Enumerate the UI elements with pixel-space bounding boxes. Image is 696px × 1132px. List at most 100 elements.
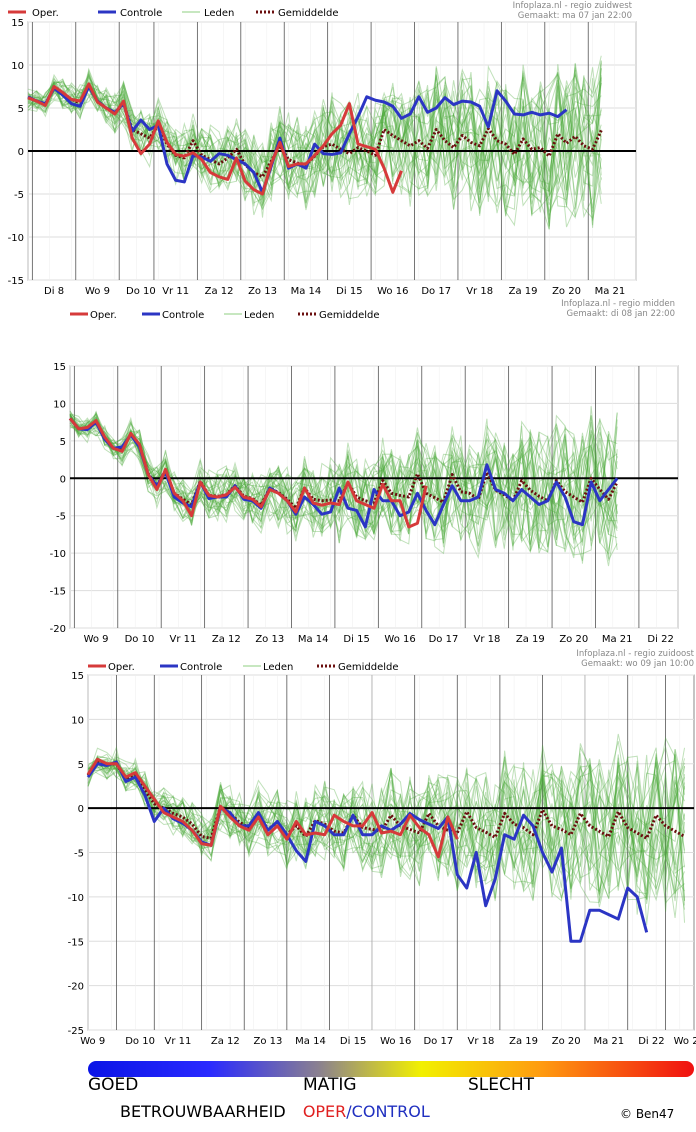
made-label: Gemaakt: ma 07 jan 22:00 xyxy=(518,11,632,21)
y-tick-label: -20 xyxy=(68,982,84,993)
x-tick-label: Vr 11 xyxy=(162,286,189,297)
source-label: Infoplaza.nl - regio zuidwest xyxy=(513,1,633,11)
x-tick-label: Zo 20 xyxy=(559,634,588,645)
legend-oper-label: Oper. xyxy=(108,662,135,673)
legend-oper-label: Oper. xyxy=(32,8,59,19)
source-label: Infoplaza.nl - regio zuidoost xyxy=(576,649,694,659)
legend: Oper. Controle Leden Gemiddelde xyxy=(8,8,339,19)
x-tick-label: Di 22 xyxy=(638,1036,664,1047)
series-line-gemiddelde xyxy=(86,760,686,840)
x-tick-label: Za 12 xyxy=(212,634,241,645)
y-tick-label: -25 xyxy=(68,1026,84,1037)
y-tick-label: -15 xyxy=(8,276,24,287)
member-line xyxy=(27,64,602,208)
x-tick-label: Wo 16 xyxy=(384,634,415,645)
member-line xyxy=(27,68,602,220)
member-line xyxy=(27,72,602,216)
x-tick-label: Za 19 xyxy=(516,634,545,645)
x-tick-label: Vr 11 xyxy=(165,1036,192,1047)
member-line xyxy=(27,79,602,226)
legend-leden-label: Leden xyxy=(204,8,234,19)
y-tick-label: -15 xyxy=(68,937,84,948)
x-tick-label: Do 17 xyxy=(429,634,459,645)
x-tick-label: Wo 9 xyxy=(80,1036,105,1047)
member-line xyxy=(87,747,685,899)
y-tick-label: 15 xyxy=(71,671,84,682)
member-line xyxy=(87,757,685,904)
slecht-label: SLECHT xyxy=(468,1075,535,1095)
legend-gemiddelde-label: Gemiddelde xyxy=(278,8,339,19)
y-tick-label: -5 xyxy=(74,849,84,860)
x-tick-label: Wo 9 xyxy=(84,634,109,645)
member-line xyxy=(27,72,602,228)
series-line-controle xyxy=(86,760,649,943)
x-tick-label: Wo 23 xyxy=(674,1036,696,1047)
x-tick-label: Di 15 xyxy=(343,634,369,645)
y-tick-label: 15 xyxy=(11,18,24,29)
x-tick-label: Di 22 xyxy=(647,634,673,645)
legend-gemiddelde-label: Gemiddelde xyxy=(319,310,380,321)
member-line xyxy=(87,756,686,901)
x-tick-label: Wo 16 xyxy=(377,286,408,297)
ensemble-chart-zuidwest: Oper. Controle Leden Gemiddelde Infoplaz… xyxy=(8,1,637,297)
series-line-oper xyxy=(68,417,428,529)
y-tick-label: -10 xyxy=(8,233,24,244)
x-tick-label: Ma 21 xyxy=(602,634,633,645)
x-tick-label: Wo 9 xyxy=(85,286,110,297)
member-line xyxy=(27,62,602,227)
x-tick-label: Vr 18 xyxy=(473,634,500,645)
oper-text: OPER xyxy=(302,1102,347,1121)
y-tick-label: 10 xyxy=(11,61,24,72)
x-tick-label: Ma 14 xyxy=(295,1036,326,1047)
x-tick-label: Zo 20 xyxy=(552,286,581,297)
reliability-gradient-bar xyxy=(88,1061,694,1077)
member-line xyxy=(27,72,602,198)
x-tick-label: Ma 21 xyxy=(593,1036,624,1047)
y-tick-label: -20 xyxy=(50,624,66,635)
member-line xyxy=(27,67,602,230)
member-line xyxy=(27,71,602,206)
member-line xyxy=(69,418,618,547)
member-line xyxy=(69,411,618,547)
x-tick-label: Ma 14 xyxy=(291,286,322,297)
member-line xyxy=(27,72,602,209)
legend-leden-label: Leden xyxy=(244,310,274,321)
legend-gemiddelde-label: Gemiddelde xyxy=(338,662,399,673)
x-tick-label: Do 17 xyxy=(421,286,451,297)
x-tick-label: Do 10 xyxy=(126,286,156,297)
x-tick-label: Ma 21 xyxy=(595,286,626,297)
x-tick-label: Za 19 xyxy=(509,286,538,297)
member-line xyxy=(69,413,618,551)
y-tick-label: 10 xyxy=(71,715,84,726)
legend-controle-label: Controle xyxy=(180,662,222,673)
x-tick-label: Ma 14 xyxy=(298,634,329,645)
member-line xyxy=(69,421,618,548)
member-line xyxy=(27,75,602,230)
series-line-oper xyxy=(86,757,459,859)
member-line xyxy=(69,418,618,549)
legend-controle-label: Controle xyxy=(120,8,162,19)
betrouwbaarheid-label: BETROUWBAARHEID OPER/CONTROL xyxy=(120,1102,430,1121)
member-line xyxy=(69,413,618,534)
member-line xyxy=(27,67,602,201)
y-tick-label: -15 xyxy=(50,587,66,598)
source-label: Infoplaza.nl - regio midden xyxy=(561,299,675,309)
x-tick-label: Wo 16 xyxy=(380,1036,411,1047)
y-tick-label: 5 xyxy=(60,437,66,448)
y-tick-label: 0 xyxy=(78,804,84,815)
matig-label: MATIG xyxy=(303,1075,357,1095)
x-tick-label: Zo 13 xyxy=(248,286,277,297)
x-tick-label: Di 8 xyxy=(44,286,64,297)
member-line xyxy=(87,745,686,895)
member-line xyxy=(69,413,618,555)
member-line xyxy=(69,414,618,554)
made-label: Gemaakt: wo 09 jan 10:00 xyxy=(581,659,694,669)
y-tick-label: 0 xyxy=(18,147,24,158)
legend-oper-label: Oper. xyxy=(90,310,117,321)
x-tick-label: Vr 18 xyxy=(466,286,493,297)
x-tick-label: Zo 13 xyxy=(253,1036,282,1047)
x-tick-label: Do 17 xyxy=(423,1036,453,1047)
slash-text: / xyxy=(346,1102,352,1121)
y-tick-label: -5 xyxy=(14,190,24,201)
legend: Oper. Controle Leden Gemiddelde xyxy=(88,662,399,673)
